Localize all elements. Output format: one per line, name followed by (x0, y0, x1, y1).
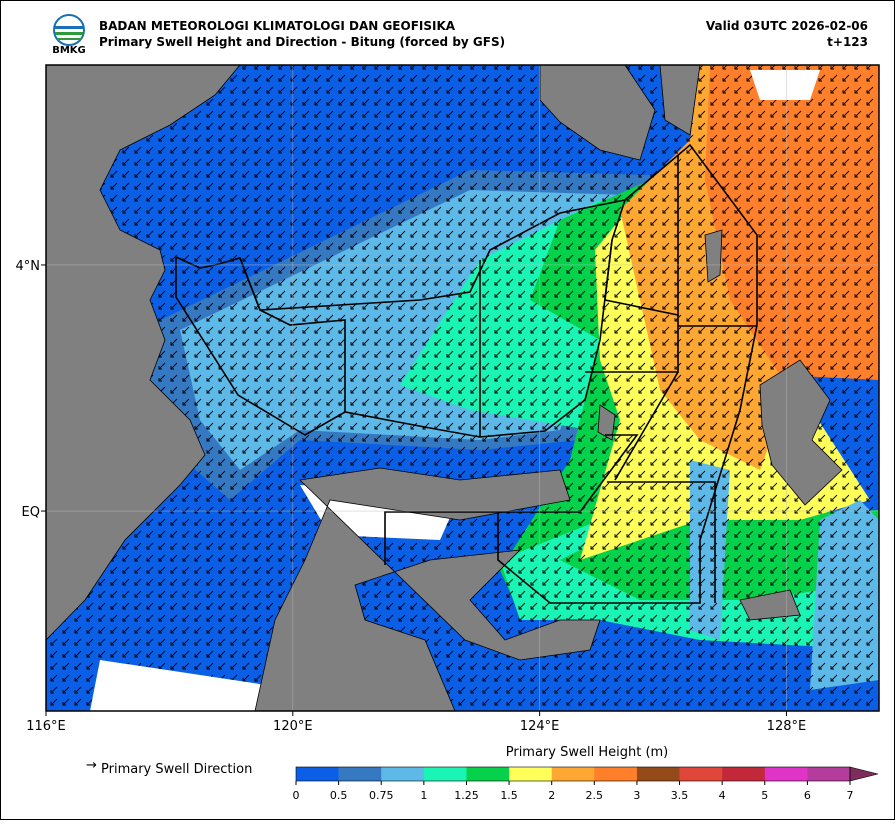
colorbar-label: 2.5 (586, 789, 604, 802)
colorbar-label: 0 (293, 789, 300, 802)
colorbar-bin (764, 767, 808, 781)
agency: BADAN METEOROLOGI KLIMATOLOGI DAN GEOFIS… (99, 19, 456, 33)
colorbar-title: Primary Swell Height (m) (506, 745, 669, 760)
legend-label: Primary Swell Direction (101, 762, 252, 777)
colorbar-label: 0.75 (369, 789, 394, 802)
y-tick-label: 4°N (16, 259, 41, 274)
colorbar-bin (466, 767, 510, 781)
colorbar-label: 2 (548, 789, 555, 802)
colorbar-bin (509, 767, 552, 781)
colorbar-bin (636, 767, 680, 781)
x-tick-label: 128°E (767, 719, 807, 734)
colorbar-bin (423, 767, 467, 781)
colorbar-label: 1.25 (454, 789, 479, 802)
colorbar-bin (679, 767, 723, 781)
colorbar-label: 3 (633, 789, 640, 802)
colorbar-bin (296, 767, 339, 781)
colorbar-bin (807, 767, 851, 781)
lead-time: t+123 (827, 35, 868, 49)
colorbar-label: 5 (761, 789, 768, 802)
colorbar-bin (338, 767, 382, 781)
logo-text: BMKG (52, 45, 86, 56)
colorbar-bin (722, 767, 766, 781)
colorbar-label: 3.5 (671, 789, 689, 802)
map-border (45, 64, 880, 712)
colorbar-label: 4 (719, 789, 726, 802)
x-tick-label: 124°E (520, 719, 560, 734)
colorbar-label: 0.5 (330, 789, 348, 802)
y-tick-label: EQ (22, 505, 40, 520)
colorbar-label: 1.5 (500, 789, 518, 802)
x-tick-label: 120°E (273, 719, 313, 734)
colorbar-label: 7 (847, 789, 854, 802)
logo: BMKG (52, 14, 86, 56)
valid-time: Valid 03UTC 2026-02-06 (706, 19, 868, 33)
colorbar-label: 6 (804, 789, 811, 802)
x-tick-label: 116°E (26, 719, 66, 734)
colorbar-bin (551, 767, 595, 781)
map (46, 65, 879, 711)
colorbar: 0 0.5 0.75 1 1.25 1.5 2 2.5 3 3.5 4 5 6 7 (293, 766, 879, 802)
colorbar-border (295, 766, 851, 782)
legend-arrow: → (86, 758, 97, 773)
colorbar-bin (381, 767, 425, 781)
title: Primary Swell Height and Direction - Bit… (99, 35, 505, 49)
colorbar-label: 1 (420, 789, 427, 802)
colorbar-bin (594, 767, 638, 781)
